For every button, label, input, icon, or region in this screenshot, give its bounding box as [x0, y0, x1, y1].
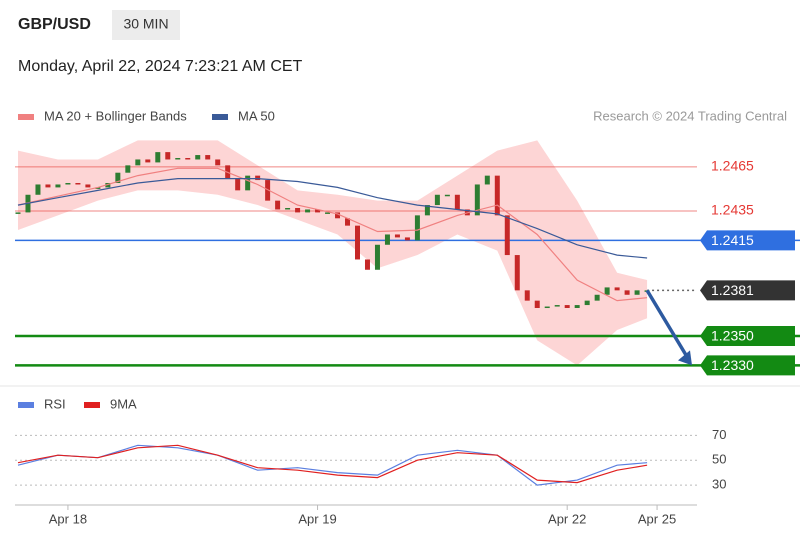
candle — [295, 208, 301, 213]
candle — [75, 183, 81, 185]
candle — [45, 184, 51, 188]
candle — [364, 259, 370, 270]
candle — [265, 180, 271, 201]
forecast-arrow — [645, 289, 690, 360]
legend-swatch — [18, 402, 34, 408]
candle — [15, 212, 21, 214]
x-tick-label: Apr 25 — [638, 511, 676, 526]
candle — [414, 215, 420, 241]
candle — [404, 237, 410, 241]
candle — [564, 305, 570, 308]
candle — [335, 212, 341, 219]
candle — [394, 234, 400, 238]
candle — [255, 175, 261, 181]
candle — [125, 165, 131, 173]
candle — [65, 183, 71, 185]
candle — [524, 290, 530, 301]
level-label: 1.2350 — [711, 328, 754, 344]
rsi-line — [17, 444, 648, 484]
candle — [325, 212, 331, 214]
level-tag — [700, 230, 795, 251]
level-label: 1.2381 — [711, 282, 754, 298]
legend-swatch — [212, 114, 228, 120]
candle — [105, 183, 111, 188]
x-tick-label: Apr 18 — [49, 511, 87, 526]
candle — [504, 215, 510, 256]
candle — [205, 155, 211, 160]
candle — [584, 300, 590, 306]
y-tick-label: 70 — [712, 427, 726, 442]
level-tag — [700, 325, 795, 346]
level-label: 1.2330 — [711, 357, 754, 373]
legend-swatch — [84, 402, 100, 408]
y-tick-label: 50 — [712, 452, 726, 467]
candle — [315, 209, 321, 213]
candle — [444, 194, 450, 197]
candle — [484, 175, 490, 185]
candle — [275, 200, 281, 210]
candle — [534, 300, 540, 308]
candle — [195, 155, 201, 160]
candle — [624, 290, 630, 295]
candle — [614, 287, 620, 291]
level-label: 1.2465 — [711, 158, 754, 174]
candle — [544, 306, 550, 309]
legend-label: RSI — [44, 396, 66, 411]
rsi-line — [17, 444, 648, 486]
candle — [55, 184, 61, 188]
candle — [245, 175, 251, 191]
candle — [554, 305, 560, 307]
candle — [155, 152, 161, 163]
x-tick-label: Apr 22 — [548, 511, 586, 526]
candle — [185, 158, 191, 160]
bollinger-band — [17, 140, 648, 366]
interval: 30 MIN — [123, 16, 168, 32]
candle — [135, 159, 141, 166]
candle — [594, 294, 600, 301]
level-label: 1.2435 — [711, 202, 754, 218]
ma-line — [17, 167, 648, 302]
candle — [474, 184, 480, 216]
level-tag — [700, 355, 795, 376]
timestamp: Monday, April 22, 2024 7:23:21 AM CET — [18, 58, 303, 75]
candle — [574, 305, 580, 308]
legend-label: MA 20 + Bollinger Bands — [44, 108, 187, 123]
candle — [215, 159, 221, 166]
candle — [305, 209, 311, 213]
candle — [35, 184, 41, 195]
candle — [285, 208, 291, 210]
interval-box — [112, 10, 180, 40]
legend-label: 9MA — [110, 396, 137, 411]
y-tick-label: 30 — [712, 477, 726, 492]
candle — [355, 225, 360, 260]
candle — [384, 234, 390, 245]
candle — [604, 287, 610, 295]
candle — [634, 290, 640, 295]
candle — [514, 255, 520, 291]
level-label: 1.2415 — [711, 232, 754, 248]
legend-swatch — [18, 114, 34, 120]
symbol: GBP/USD — [18, 16, 91, 33]
candle — [145, 159, 151, 163]
candle — [454, 194, 460, 210]
candle — [374, 244, 380, 270]
candle — [95, 187, 101, 189]
candle — [494, 175, 500, 216]
forecast-arrowhead — [678, 350, 692, 366]
level-tag — [700, 280, 795, 301]
candle — [175, 158, 181, 160]
x-tick-label: Apr 19 — [298, 511, 336, 526]
credit: Research © 2024 Trading Central — [593, 108, 787, 123]
ma-line — [17, 178, 648, 259]
candle — [85, 184, 91, 188]
candle — [434, 194, 440, 206]
candle — [424, 205, 430, 216]
candle — [115, 172, 121, 183]
legend-label: MA 50 — [238, 108, 275, 123]
candle — [165, 152, 171, 160]
candle — [235, 178, 241, 191]
candle — [345, 218, 351, 226]
